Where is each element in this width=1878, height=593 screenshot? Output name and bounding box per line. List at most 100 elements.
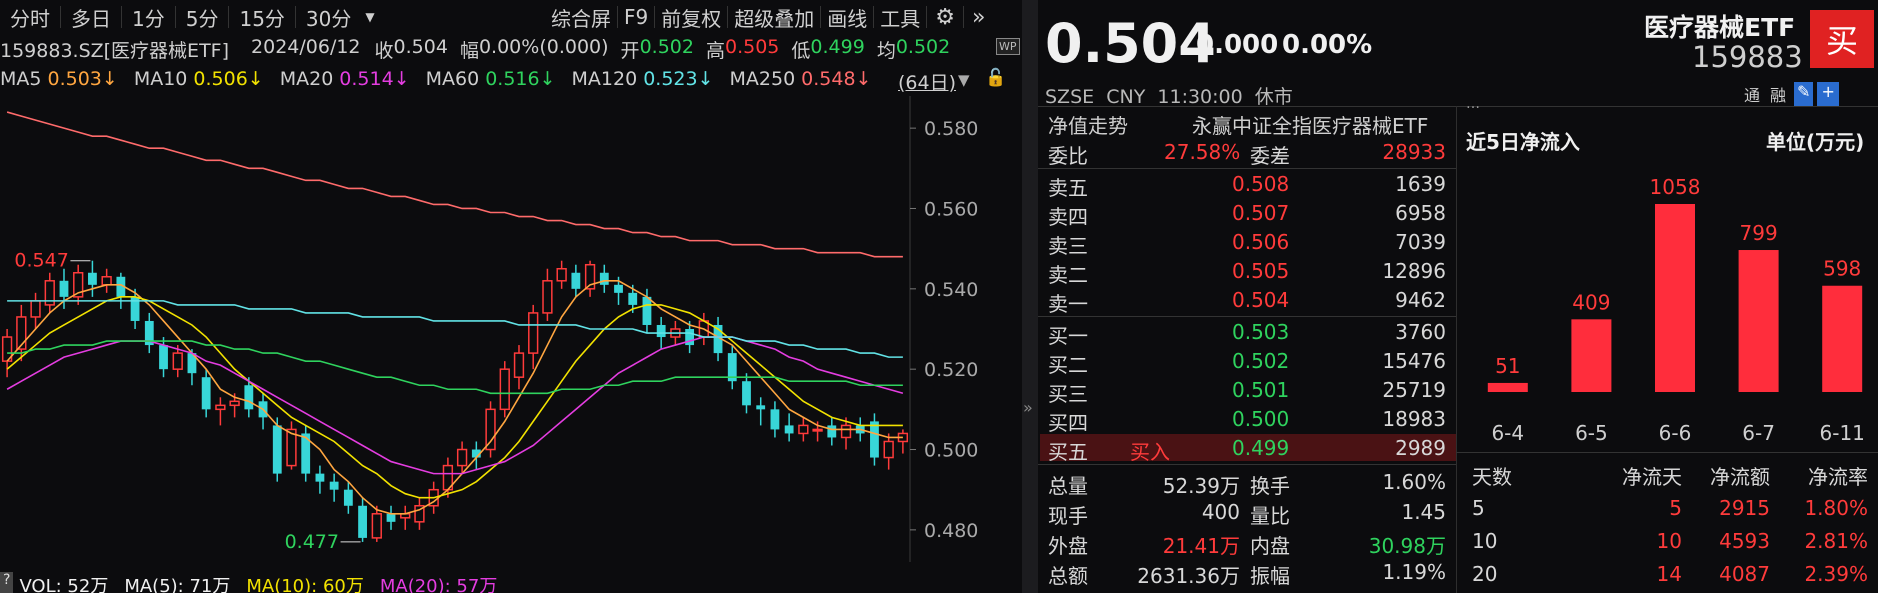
quote-info-line: 159883.SZ[医疗器械ETF] 2024/06/12 收 0.504 幅 …: [0, 36, 950, 63]
flow-table-cell: 20: [1472, 562, 1498, 586]
ma-name: MA60: [425, 68, 480, 90]
stat-value: 1.60%: [1382, 470, 1446, 494]
divider: [60, 6, 61, 28]
ask-volume: 9462: [1395, 288, 1446, 312]
candle-body: [870, 421, 879, 458]
inflow-value-label: 598: [1823, 257, 1861, 281]
ma-value: 0.548↓: [801, 68, 872, 90]
change-label: 幅: [459, 40, 479, 62]
nav-trend-tab[interactable]: 净值走势: [1048, 114, 1128, 138]
tool-button[interactable]: 超级叠加: [734, 6, 815, 31]
tool-toolbar: 综合屏 F9 前复权 超级叠加 画线 工具 ⚙ »: [545, 0, 993, 34]
inflow-bar: [1571, 319, 1612, 392]
edit-icon[interactable]: ✎: [1794, 82, 1814, 106]
ma-line: [6, 336, 904, 475]
candle-body: [73, 272, 84, 298]
ask-volume: 7039: [1395, 230, 1446, 254]
chevron-down-icon[interactable]: ▼: [365, 10, 375, 24]
tag-rong: 融: [1770, 86, 1787, 105]
gear-icon[interactable]: ⚙: [935, 4, 955, 30]
candle-body: [286, 428, 297, 467]
candle-body: [642, 296, 652, 325]
divider: [617, 6, 618, 28]
collapse-arrow-icon[interactable]: »: [1023, 398, 1033, 417]
buy-in-tag: 买入: [1130, 440, 1170, 464]
candle-body: [798, 424, 809, 435]
inflow-value-label: 1058: [1650, 175, 1701, 199]
period-tab[interactable]: 30分: [305, 6, 352, 31]
add-icon[interactable]: +: [1817, 82, 1839, 106]
bid-volume: 2989: [1395, 436, 1446, 460]
period-tab[interactable]: 多日: [71, 6, 111, 31]
tag-tong: 通: [1744, 86, 1761, 105]
period-tab[interactable]: 分时: [10, 6, 50, 31]
candle-body: [16, 316, 27, 350]
tool-button[interactable]: 综合屏: [551, 6, 611, 31]
high-value: 0.505: [724, 36, 780, 58]
vol-value: VOL: 52万: [19, 576, 109, 593]
lock-icon[interactable]: 🔓: [985, 68, 1007, 88]
candle-body: [386, 513, 396, 522]
ask-volume: 1639: [1395, 172, 1446, 196]
panel-splitter[interactable]: [1022, 0, 1038, 593]
candle-body: [343, 489, 353, 506]
candle-body: [101, 276, 112, 286]
open-label: 开: [620, 40, 640, 62]
candle-body: [130, 296, 140, 321]
stat-value: 2631.36万: [1137, 564, 1240, 588]
period-tab[interactable]: 5分: [185, 6, 219, 31]
help-icon[interactable]: ?: [0, 572, 14, 593]
stat-value: 1.45: [1401, 500, 1446, 524]
price-change: 0.000: [1196, 30, 1279, 60]
candle-body: [485, 408, 496, 451]
price-tick-label: 0.480: [924, 520, 978, 542]
tool-button[interactable]: 工具: [880, 6, 921, 31]
buy-button[interactable]: 买: [1810, 10, 1874, 68]
last-price: 0.504: [1045, 12, 1216, 75]
price-tick-label: 0.540: [924, 279, 978, 301]
chevron-down-icon[interactable]: ▼: [958, 71, 970, 89]
price-tick-label: 0.580: [924, 118, 978, 140]
flow-title: 近5日净流入: [1466, 130, 1580, 154]
inflow-value-label: 799: [1740, 221, 1778, 245]
weibi-label: 委比: [1048, 144, 1088, 168]
candle-body: [172, 352, 183, 370]
high-label: 高: [705, 40, 725, 62]
volume-legend: ? VOL: 52万 MA(5): 71万 MA(10): 60万 MA(20)…: [0, 572, 497, 593]
wp-badge[interactable]: WP: [996, 38, 1020, 55]
flow-table-cell: 2.81%: [1804, 529, 1868, 553]
inflow-bar: [1822, 285, 1863, 392]
double-chevron-right-icon[interactable]: »: [971, 4, 986, 30]
candle-body: [358, 505, 367, 538]
tool-button[interactable]: F9: [624, 5, 649, 29]
candle-body: [584, 263, 596, 290]
stat-label: 现手: [1048, 504, 1088, 528]
period-tab[interactable]: 15分: [239, 6, 285, 31]
flow-table-header: 净流额: [1710, 465, 1770, 489]
days-selector[interactable]: (64日): [898, 68, 956, 95]
bid-price: 0.500: [1232, 407, 1290, 431]
bid-volume: 3760: [1395, 320, 1446, 344]
ask-label: 卖四: [1048, 205, 1088, 229]
period-tab[interactable]: 1分: [132, 6, 165, 31]
candle-body: [315, 473, 325, 482]
vol-ma5: MA(5): 71万: [124, 576, 231, 593]
close-value: 0.504: [393, 36, 448, 58]
price-tick-label: 0.560: [924, 198, 978, 220]
tool-button[interactable]: 前复权: [661, 6, 722, 31]
net-inflow-bar-chart: 51 6-4 409 6-5 1058 6-6 799 6-7 598 6-11: [1487, 175, 1865, 445]
candlestick-chart[interactable]: 0.580 0.560 0.540 0.520 0.500 0.480 0.547 0.477: [0, 96, 1000, 562]
stat-value: 52.39万: [1162, 474, 1240, 498]
inflow-date-label: 6-6: [1659, 421, 1692, 445]
market-status: SZSE CNY 11:30:00 休市: [1045, 86, 1293, 108]
period-toolbar: 分时 多日 1分 5分 15分 30分 ▼: [0, 0, 380, 34]
stat-value: 400: [1201, 500, 1240, 524]
ma-name: MA5: [0, 68, 42, 90]
tool-button[interactable]: 画线: [827, 6, 868, 31]
divider: [174, 6, 176, 28]
stat-label: 总量: [1048, 474, 1088, 498]
bid-label: 买五: [1048, 440, 1088, 464]
stat-label: 振幅: [1250, 564, 1290, 588]
candle-body: [88, 272, 97, 285]
candle-body: [159, 345, 168, 370]
